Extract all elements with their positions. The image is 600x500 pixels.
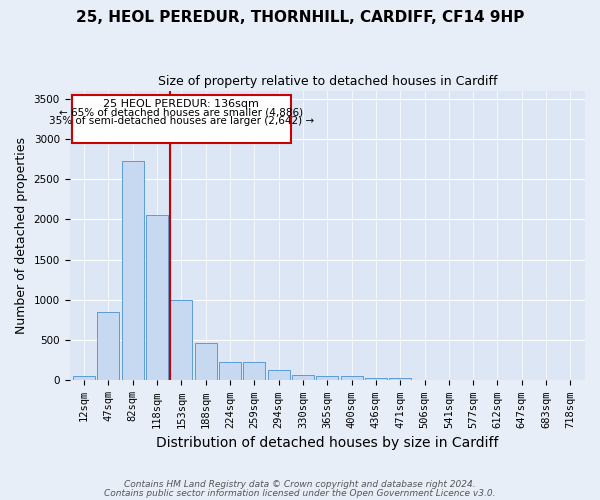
Title: Size of property relative to detached houses in Cardiff: Size of property relative to detached ho… — [158, 75, 497, 88]
Bar — [316, 376, 338, 380]
Bar — [244, 362, 265, 380]
Bar — [73, 376, 95, 380]
Text: 25 HEOL PEREDUR: 136sqm: 25 HEOL PEREDUR: 136sqm — [103, 100, 259, 110]
Bar — [195, 344, 217, 380]
Text: Contains HM Land Registry data © Crown copyright and database right 2024.: Contains HM Land Registry data © Crown c… — [124, 480, 476, 489]
Bar — [97, 312, 119, 380]
Bar — [292, 375, 314, 380]
Y-axis label: Number of detached properties: Number of detached properties — [15, 137, 28, 334]
Bar — [365, 378, 387, 380]
Bar — [268, 370, 290, 380]
Text: 35% of semi-detached houses are larger (2,642) →: 35% of semi-detached houses are larger (… — [49, 116, 314, 126]
X-axis label: Distribution of detached houses by size in Cardiff: Distribution of detached houses by size … — [156, 436, 499, 450]
Bar — [170, 300, 193, 380]
Text: ← 65% of detached houses are smaller (4,886): ← 65% of detached houses are smaller (4,… — [59, 108, 304, 118]
Bar — [341, 376, 362, 380]
Bar — [389, 378, 411, 380]
Bar — [146, 214, 168, 380]
Text: 25, HEOL PEREDUR, THORNHILL, CARDIFF, CF14 9HP: 25, HEOL PEREDUR, THORNHILL, CARDIFF, CF… — [76, 10, 524, 25]
Bar — [122, 160, 143, 380]
FancyBboxPatch shape — [72, 94, 291, 143]
Bar — [219, 362, 241, 380]
Text: Contains public sector information licensed under the Open Government Licence v3: Contains public sector information licen… — [104, 488, 496, 498]
